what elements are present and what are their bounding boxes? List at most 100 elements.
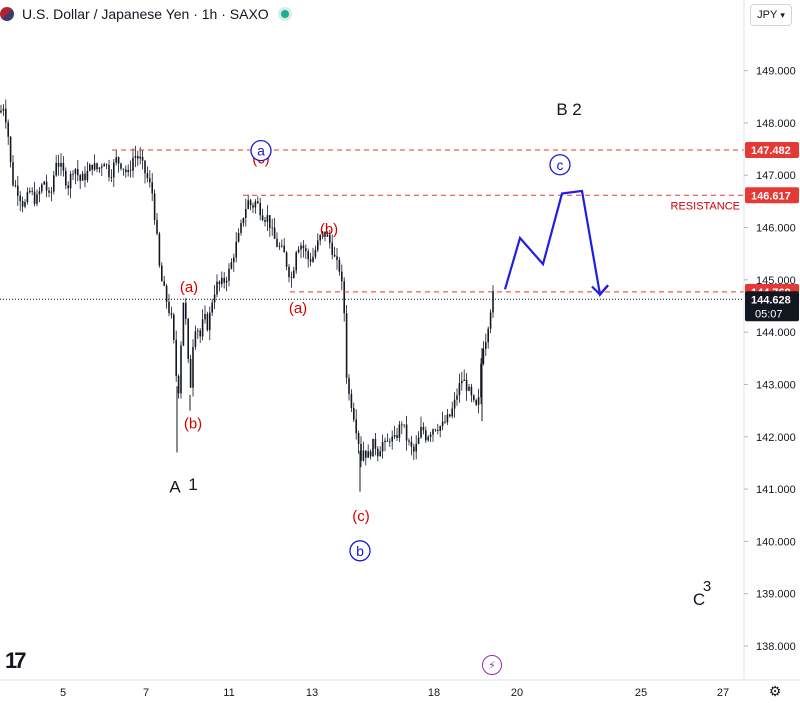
candle	[187, 317, 189, 364]
candle	[242, 217, 245, 227]
candle	[127, 164, 129, 177]
projection-path	[503, 189, 609, 297]
candle	[108, 159, 110, 182]
candle-body	[72, 173, 74, 175]
candle	[201, 309, 204, 341]
candle-body	[374, 438, 377, 449]
candle	[223, 272, 225, 289]
candle-body	[465, 379, 468, 391]
candle-body	[149, 178, 151, 183]
candle-body	[290, 277, 293, 278]
candle	[377, 446, 379, 462]
candle-body	[29, 190, 31, 193]
candle	[14, 180, 17, 188]
candle-body	[372, 438, 374, 457]
price-tick-label: 149.000	[756, 66, 796, 78]
candle	[93, 154, 96, 172]
settings-gear-icon[interactable]: ⚙	[768, 683, 782, 699]
candle	[439, 425, 441, 438]
time-tick-label: 7	[143, 687, 149, 699]
price-axis[interactable]: 138.000 139.000 140.000 141.000 142.000 143.0…	[743, 0, 796, 680]
candle	[240, 219, 242, 236]
candle	[161, 262, 163, 282]
candle	[177, 374, 180, 399]
candle	[151, 173, 153, 201]
candle-body	[48, 190, 50, 193]
lightning-icon[interactable]: ⚡	[482, 655, 502, 675]
currency-button-label: JPY	[757, 9, 778, 21]
circled-wave-marker	[250, 139, 272, 162]
price-tick-label: 140.000	[756, 536, 796, 548]
candle-countdown-label: 05:07	[755, 308, 783, 320]
currency-button[interactable]: JPY ▾	[750, 4, 792, 26]
candle-body	[197, 330, 199, 332]
candle-body	[415, 443, 417, 452]
candle-body	[345, 313, 348, 378]
candle	[285, 251, 288, 271]
candle	[9, 135, 12, 168]
candle	[293, 266, 295, 279]
candle-body	[405, 424, 408, 441]
candle-body	[477, 397, 480, 405]
candle	[189, 354, 192, 388]
candle-body	[312, 256, 314, 262]
wave-label: B	[556, 100, 567, 119]
candle-body	[453, 399, 456, 409]
candle-body	[357, 433, 360, 444]
candle-body	[446, 414, 449, 423]
candle-body	[317, 240, 319, 251]
candle	[429, 431, 432, 442]
candle	[441, 411, 444, 431]
symbol-title[interactable]: U.S. Dollar / Japanese Yen · 1h · SAXO	[22, 6, 269, 22]
candle-body	[9, 136, 12, 163]
candle-body	[127, 169, 129, 173]
candle	[74, 168, 77, 185]
candle	[482, 341, 485, 366]
wave-label: 1	[188, 475, 197, 494]
candle-body	[242, 217, 245, 224]
candle-body	[441, 421, 444, 427]
candle	[465, 373, 468, 401]
candle-body	[240, 223, 242, 233]
projection-group	[503, 189, 609, 297]
candle	[362, 441, 365, 462]
candle-body	[79, 175, 81, 181]
time-axis[interactable]: 5 7 11 13 18 20 25 27	[0, 679, 800, 699]
candle	[77, 159, 79, 182]
candle-body	[350, 393, 353, 408]
candle	[475, 398, 477, 407]
candle-body	[103, 164, 105, 167]
candle-body	[182, 302, 185, 346]
level-price-label: 146.617	[751, 190, 791, 202]
candle-body	[369, 451, 372, 457]
circled-wave-label: a	[257, 143, 265, 159]
candle	[259, 197, 261, 221]
candle-body	[93, 163, 96, 170]
candle	[420, 416, 422, 439]
candle-body	[74, 169, 77, 174]
candle-body	[489, 312, 492, 329]
candle-body	[381, 442, 384, 452]
candle-body	[367, 451, 369, 458]
candle-body	[324, 231, 326, 237]
candle-body	[117, 157, 120, 164]
candle	[288, 264, 290, 283]
candle	[125, 165, 127, 178]
candle	[96, 162, 98, 173]
candle	[360, 436, 362, 468]
candle-body	[108, 164, 110, 178]
candle-body	[14, 185, 17, 187]
candle	[367, 444, 369, 458]
candle-body	[151, 182, 153, 194]
level-price-tag	[745, 142, 799, 159]
candle-body	[451, 408, 453, 417]
candle-body	[470, 386, 473, 396]
candle	[372, 438, 374, 457]
candle	[249, 198, 252, 211]
candle-body	[300, 245, 302, 250]
candle	[348, 374, 350, 401]
candle	[487, 326, 489, 349]
candle	[468, 383, 470, 392]
